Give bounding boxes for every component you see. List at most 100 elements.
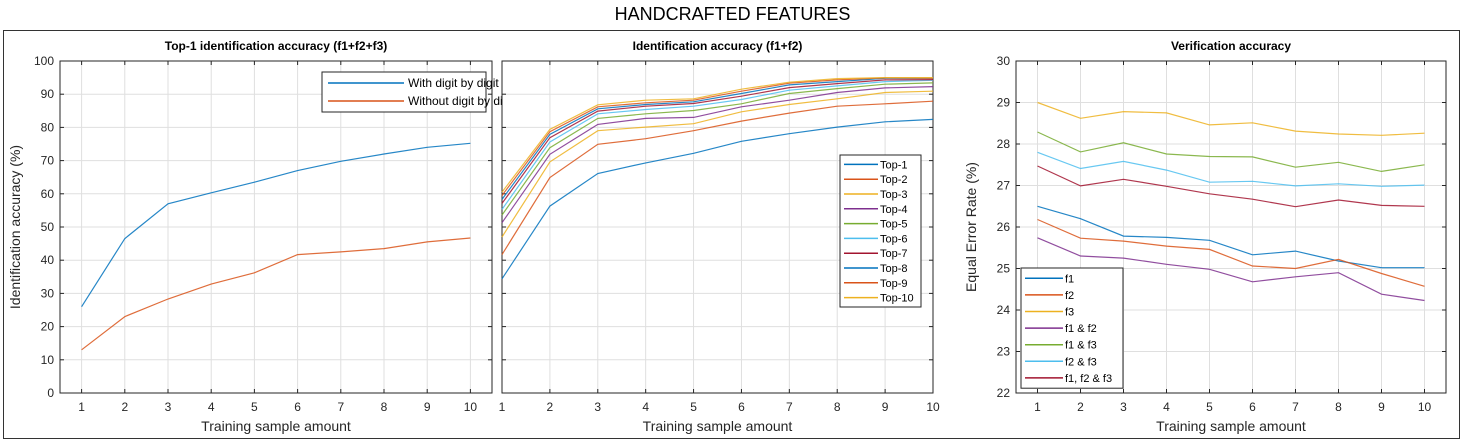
legend-box xyxy=(321,71,487,113)
series-line-3 xyxy=(501,90,934,238)
series-line-1 xyxy=(1037,205,1425,269)
x-tick-label: 7 xyxy=(786,400,793,414)
chart-title: Verification accuracy xyxy=(1171,39,1291,53)
x-tick-label: 9 xyxy=(1378,400,1385,414)
x-tick-label: 1 xyxy=(78,400,85,414)
legend-label: f1 & f3 xyxy=(1065,340,1097,352)
y-tick-label: 20 xyxy=(41,320,55,334)
y-axis-label: Equal Error Rate (%) xyxy=(963,162,979,292)
y-tick-label: 25 xyxy=(997,262,1011,276)
x-tick-label: 9 xyxy=(882,400,889,414)
legend-label: f2 & f3 xyxy=(1065,356,1097,368)
legend-label: Without digit by digit xyxy=(408,94,516,108)
series-line-7 xyxy=(1037,165,1425,208)
series-line-10 xyxy=(501,76,933,193)
series-line-2 xyxy=(81,237,471,351)
y-tick-label: 100 xyxy=(34,54,54,68)
axes-box xyxy=(1015,60,1447,394)
y-tick-label: 50 xyxy=(41,220,55,234)
y-tick-label: 30 xyxy=(997,54,1011,68)
legend: f1 f2 f3 f1 & f2 f1 & f3 f2 & f3 f1, f2 & f3 xyxy=(1020,267,1124,389)
y-tick-label: 30 xyxy=(41,286,55,300)
series-line-1 xyxy=(81,142,471,308)
series-line-9 xyxy=(501,77,934,196)
y-tick-label: 90 xyxy=(41,87,55,101)
x-tick-label: 10 xyxy=(926,400,940,414)
legend: With digit by digit Without digit by digi… xyxy=(321,71,516,113)
legend-label: Top-10 xyxy=(880,293,914,305)
y-tick-label: 29 xyxy=(997,96,1011,110)
x-tick-label: 4 xyxy=(208,400,215,414)
y-tick-label: 60 xyxy=(41,187,55,201)
y-tick-label: 10 xyxy=(41,353,55,367)
y-tick-label: 70 xyxy=(41,154,55,168)
series-line-5 xyxy=(501,82,934,216)
series-line-2 xyxy=(1037,218,1425,287)
x-tick-label: 10 xyxy=(464,400,478,414)
y-axis-label: Identification accuracy (%) xyxy=(7,145,23,309)
x-tick-label: 4 xyxy=(1163,400,1170,414)
series-line-8 xyxy=(501,77,933,200)
x-tick-label: 7 xyxy=(337,400,344,414)
x-axis-label: Training sample amount xyxy=(201,418,351,434)
y-tick-label: 22 xyxy=(997,386,1011,400)
y-tick-label: 23 xyxy=(997,345,1011,359)
x-tick-label: 9 xyxy=(424,400,431,414)
chart-3: 1 2 3 4 5 6 7 8 9 10222324252627282930Verificatio… xyxy=(963,39,1447,434)
legend-label: Top-8 xyxy=(880,263,908,275)
legend-label: f1 xyxy=(1065,273,1074,285)
x-tick-label: 10 xyxy=(1418,400,1432,414)
figure-title: HANDCRAFTED FEATURES xyxy=(614,4,851,24)
x-tick-label: 6 xyxy=(1249,400,1256,414)
series-line-7 xyxy=(501,79,934,204)
legend-label: Top-7 xyxy=(880,248,908,260)
chart-title: Identification accuracy (f1+f2) xyxy=(633,39,803,53)
chart-2: 1 2 3 4 5 6 7 8 9 10 Identification accuracy (f1+f… xyxy=(499,39,940,434)
x-tick-label: 8 xyxy=(381,400,388,414)
x-tick-label: 6 xyxy=(294,400,301,414)
legend-label: Top-3 xyxy=(880,189,908,201)
y-tick-label: 0 xyxy=(47,386,54,400)
x-tick-label: 8 xyxy=(1335,400,1342,414)
legend-label: f1, f2 & f3 xyxy=(1065,373,1112,385)
legend-label: f3 xyxy=(1065,307,1074,319)
y-tick-label: 80 xyxy=(41,120,55,134)
legend-box xyxy=(1020,267,1124,389)
series-line-1 xyxy=(501,118,934,280)
series-line-4 xyxy=(1037,237,1425,302)
x-axis-label: Training sample amount xyxy=(1156,418,1306,434)
x-tick-label: 2 xyxy=(1077,400,1084,414)
legend-label: Top-2 xyxy=(880,174,908,186)
figure-frame xyxy=(3,30,1460,439)
x-tick-label: 7 xyxy=(1292,400,1299,414)
x-tick-label: 3 xyxy=(1120,400,1127,414)
y-tick-label: 28 xyxy=(997,137,1011,151)
legend-label: Top-4 xyxy=(880,204,908,216)
y-tick-label: 24 xyxy=(997,303,1011,317)
series-line-6 xyxy=(501,79,934,210)
x-tick-label: 5 xyxy=(690,400,697,414)
x-tick-label: 2 xyxy=(121,400,128,414)
legend-label: With digit by digit xyxy=(408,76,499,90)
legend: Top-1 Top-2 Top-3 Top-4 Top-5 Top-6 Top-7 Top-8… xyxy=(839,154,922,308)
axes-box xyxy=(59,60,493,394)
series-line-4 xyxy=(501,86,934,224)
chart-title: Top-1 identification accuracy (f1+f2+f3) xyxy=(165,39,388,53)
x-tick-label: 3 xyxy=(594,400,601,414)
series-line-3 xyxy=(1037,101,1425,136)
legend-label: f2 xyxy=(1065,290,1074,302)
y-tick-label: 40 xyxy=(41,253,55,267)
x-tick-label: 4 xyxy=(642,400,649,414)
x-tick-label: 8 xyxy=(834,400,841,414)
legend-box xyxy=(839,154,922,308)
y-tick-label: 26 xyxy=(997,220,1011,234)
series-line-2 xyxy=(501,100,934,255)
series-line-5 xyxy=(1037,131,1425,173)
y-tick-label: 27 xyxy=(997,179,1011,193)
series-line-6 xyxy=(1037,151,1425,187)
x-axis-label: Training sample amount xyxy=(643,418,793,434)
x-tick-label: 3 xyxy=(165,400,172,414)
x-tick-label: 1 xyxy=(499,400,506,414)
